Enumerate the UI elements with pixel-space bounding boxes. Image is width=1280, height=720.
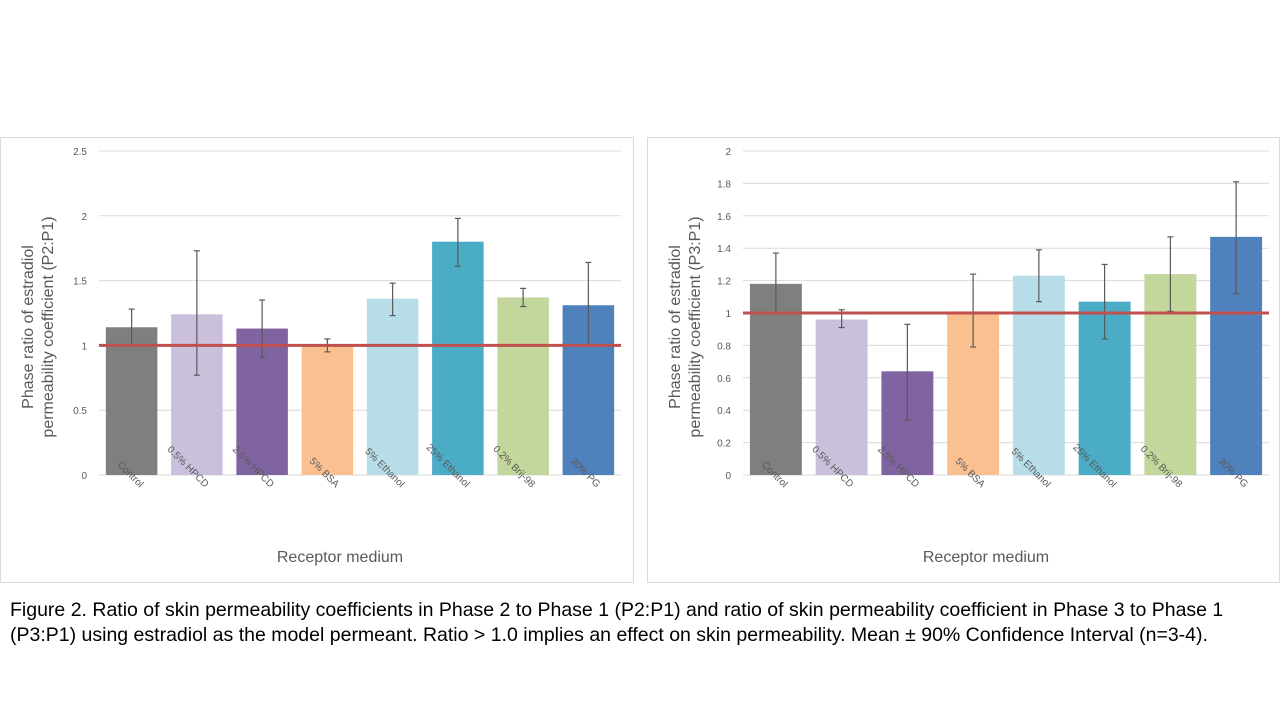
bar-25-ethanol: [432, 241, 484, 475]
y-axis-title-line1: Phase ratio of estradiol: [667, 245, 684, 409]
y-tick-label: 0: [725, 471, 731, 482]
y-tick-label: 1.4: [717, 244, 731, 255]
y-tick-label: 1: [81, 341, 87, 352]
x-axis-title: Receptor medium: [277, 549, 403, 566]
chart-panel-p2-p1: 0 0.5 1 1.5 2 2.5 Control 0.5% HPCD 2.5% HPCD 5% …: [0, 137, 634, 583]
y-tick-label: 1.8: [717, 179, 731, 190]
y-tick-label: 2.5: [73, 147, 87, 158]
y-tick-label: 1: [725, 309, 731, 320]
y-axis-title: Phase ratio of estradiol permeability coe…: [20, 216, 57, 437]
bar-0-2-brij-98: [497, 297, 549, 475]
bar-5-ethanol: [366, 298, 419, 475]
bar-5-ethanol: [1012, 275, 1065, 475]
y-tick-label: 0.6: [717, 374, 731, 385]
y-tick-label: 0.4: [717, 406, 731, 417]
y-axis-title-line1: Phase ratio of estradiol: [20, 245, 37, 409]
bar-0-5-hpcd: [815, 319, 868, 475]
y-tick-label: 0.8: [717, 341, 731, 352]
y-tick-label: 2: [725, 147, 731, 158]
y-tick-label: 1.5: [73, 277, 87, 288]
y-axis-title-line2: permeability coefficient (P3:P1): [687, 216, 704, 437]
y-tick-label: 0.2: [717, 439, 731, 450]
y-axis-title: Phase ratio of estradiol permeability coe…: [667, 216, 704, 437]
y-tick-label: 1.6: [717, 212, 731, 223]
y-tick-label: 0.5: [73, 406, 87, 417]
bar-control: [105, 327, 158, 475]
y-axis-title-line2: permeability coefficient (P2:P1): [40, 216, 57, 437]
y-tick-label: 0: [81, 471, 87, 482]
figure-caption: Figure 2. Ratio of skin permeability coe…: [10, 599, 1224, 646]
bar-5-bsa: [301, 345, 354, 475]
bar-control: [749, 283, 802, 475]
y-tick-label: 2: [81, 212, 87, 223]
y-tick-label: 1.2: [717, 277, 731, 288]
x-axis-title: Receptor medium: [923, 549, 1049, 566]
chart-panel-p3-p1: 0 0.2 0.4 0.6 0.8 1 1.2 1.4 1.6 1.8 2 Control 0.5% H…: [647, 137, 1280, 583]
